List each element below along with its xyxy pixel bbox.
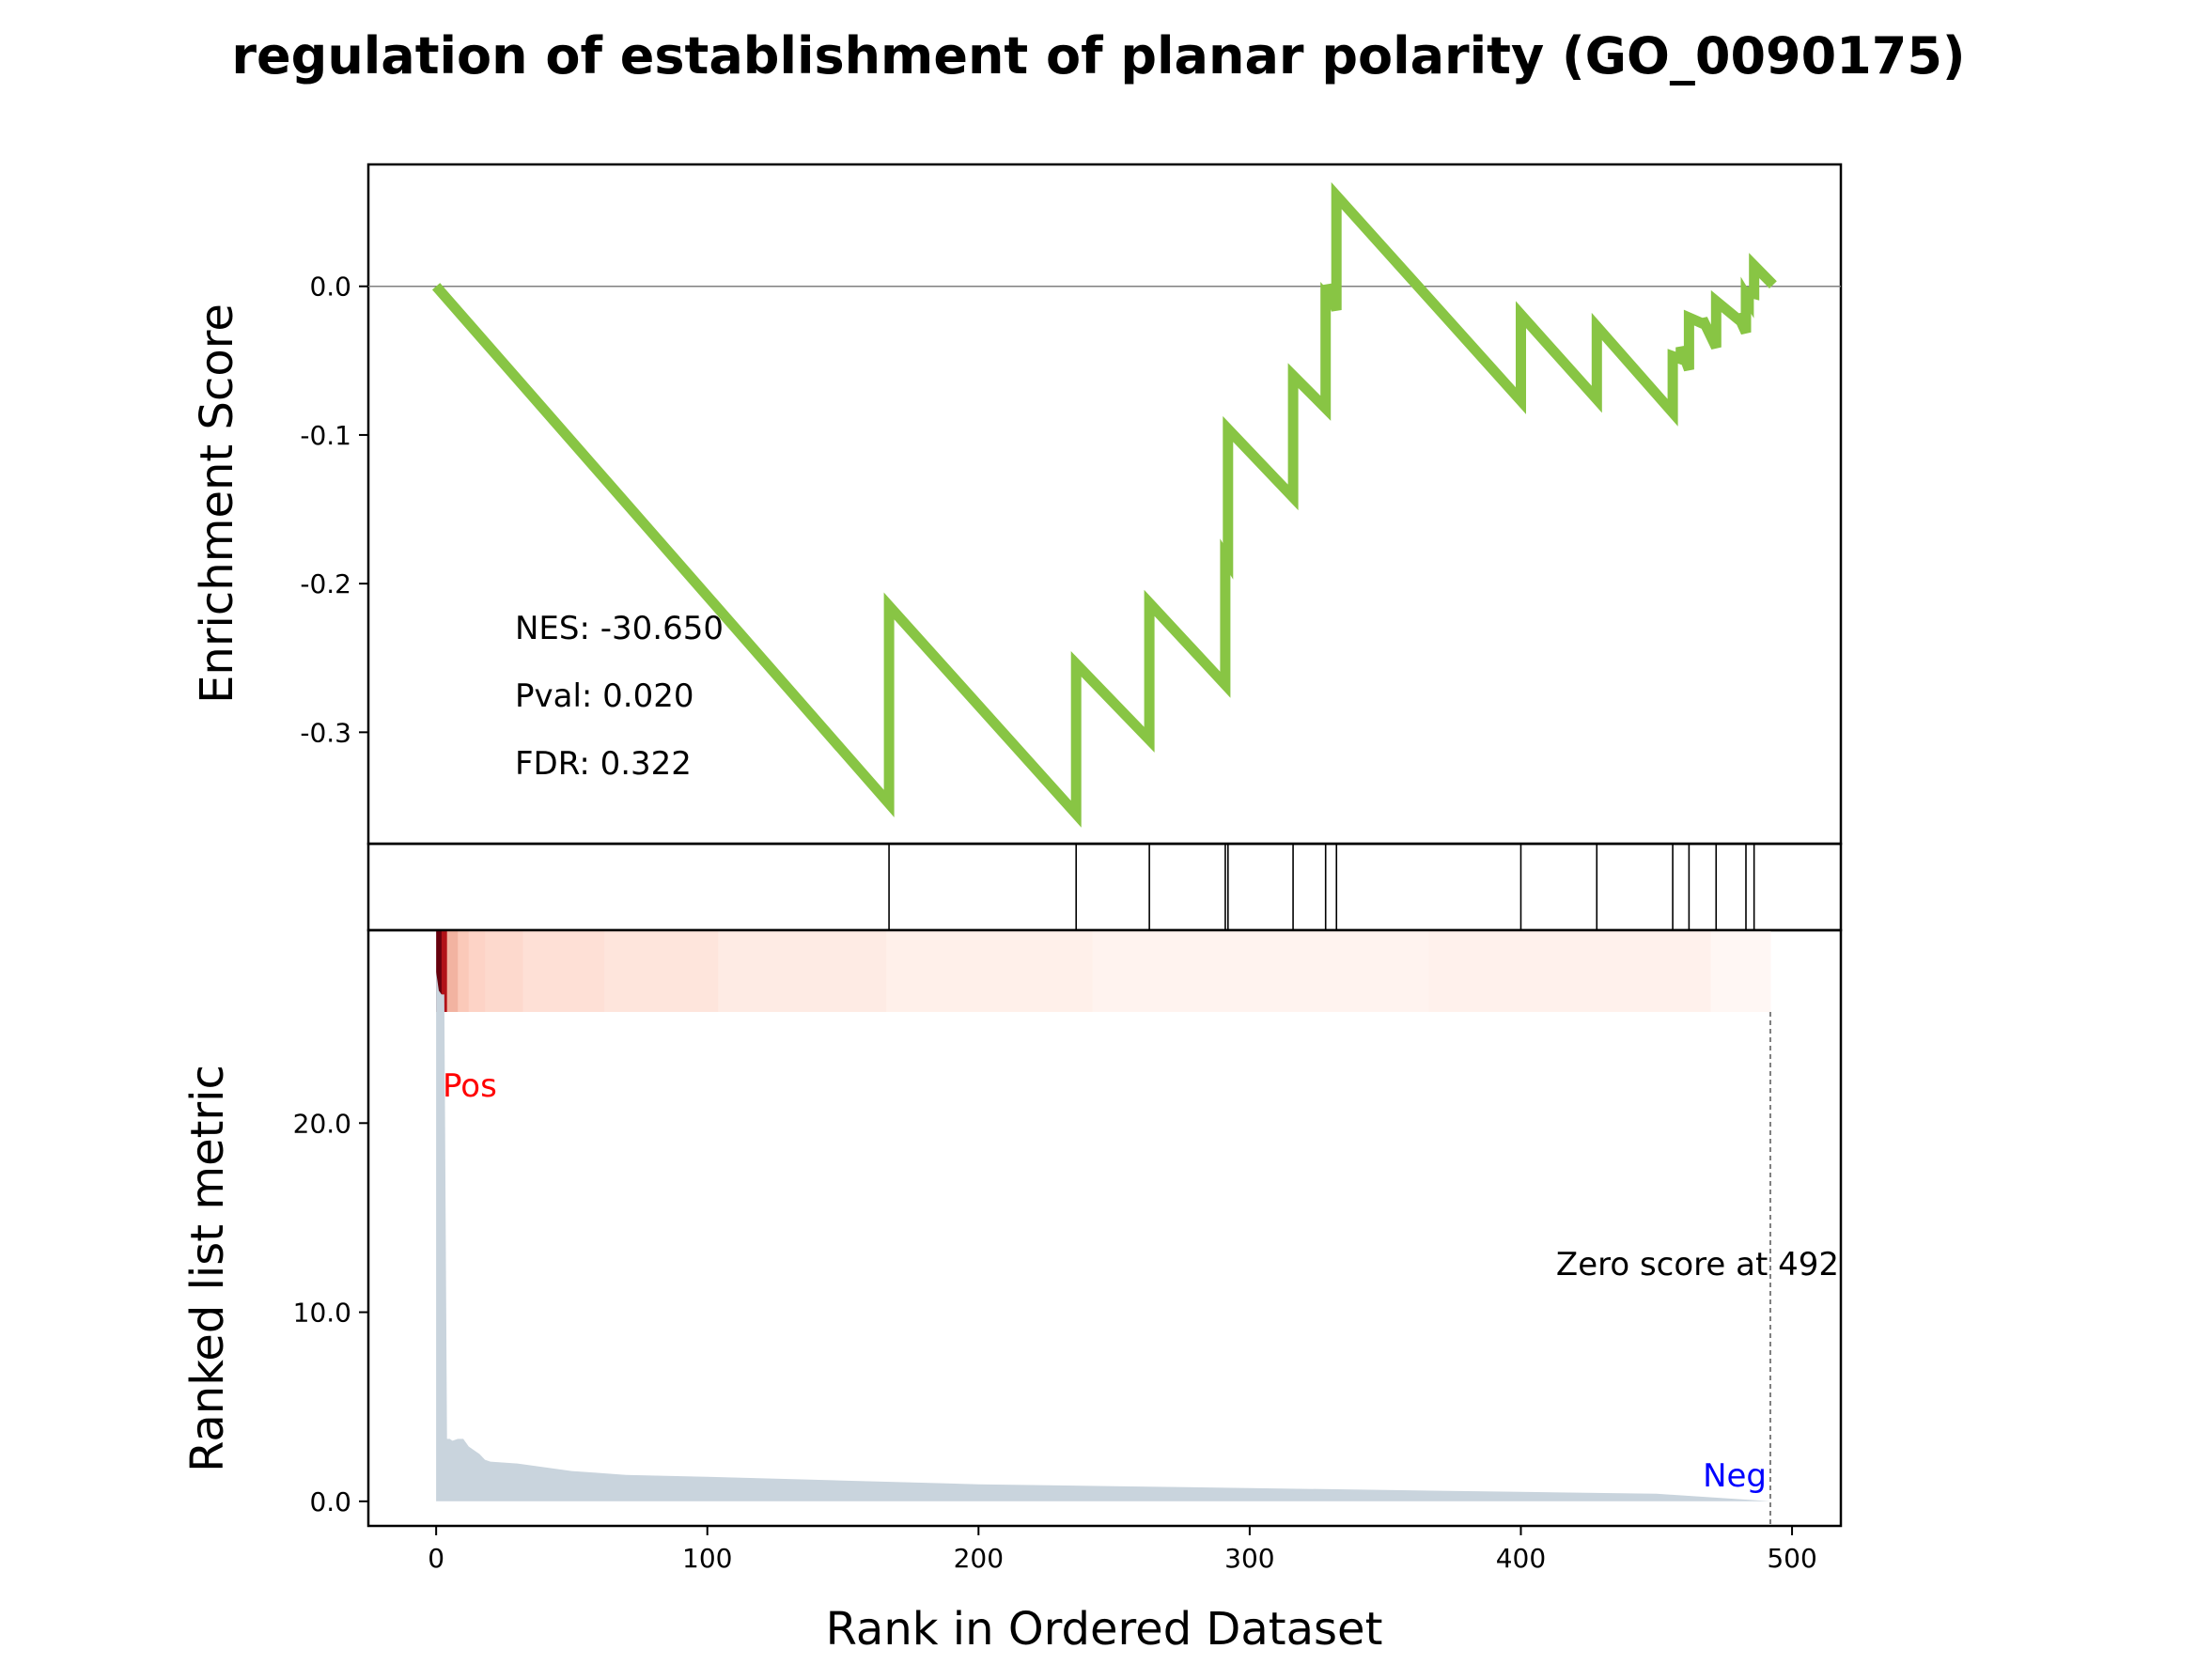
nes-label: NES: -30.650 bbox=[515, 610, 724, 647]
heatmap-cell bbox=[1710, 930, 1771, 1012]
x-axis: 0 100 200 300 400 500 bbox=[428, 1526, 1817, 1574]
hits-panel bbox=[366, 842, 1843, 932]
heatmap-cell bbox=[718, 930, 887, 1012]
heatmap-cell bbox=[485, 930, 523, 1012]
es-y-axis: 0.0 -0.1 -0.2 -0.3 bbox=[300, 272, 368, 748]
fdr-label: FDR: 0.322 bbox=[515, 745, 692, 783]
heatmap-cell bbox=[1428, 930, 1711, 1012]
ranked-metric-panel: 0.0 10.0 20.0 Pos Neg Zero score at 492 Ra… bbox=[181, 928, 1843, 1528]
x-tick-label: 100 bbox=[682, 1543, 732, 1574]
x-tick-label: 500 bbox=[1767, 1543, 1816, 1574]
metric-panel-frame bbox=[366, 928, 1843, 1528]
chart-title: regulation of establishment of planar po… bbox=[231, 26, 1965, 86]
heatmap-cell bbox=[458, 930, 470, 1012]
heatmap-cell bbox=[604, 930, 719, 1012]
pos-label: Pos bbox=[443, 1067, 497, 1105]
hits-panel-frame bbox=[366, 842, 1843, 932]
pval-label: Pval: 0.020 bbox=[515, 677, 694, 715]
heatmap-cell bbox=[436, 930, 443, 1012]
x-tick-label: 400 bbox=[1496, 1543, 1546, 1574]
es-y-tick-label: -0.3 bbox=[300, 717, 351, 748]
metric-y-axis: 0.0 10.0 20.0 bbox=[293, 1108, 368, 1517]
neg-label: Neg bbox=[1703, 1457, 1767, 1495]
es-panel-frame bbox=[366, 163, 1843, 846]
x-tick-label: 200 bbox=[954, 1543, 1004, 1574]
es-series-line bbox=[431, 181, 1777, 828]
x-axis-title: Rank in Ordered Dataset bbox=[826, 1603, 1383, 1656]
ranked-metric-area bbox=[436, 972, 1771, 1501]
metric-y-tick-label: 0.0 bbox=[309, 1486, 351, 1517]
heatmap-cell bbox=[1092, 930, 1429, 1012]
heatmap-cell bbox=[441, 930, 448, 1012]
zero-score-label: Zero score at 492 bbox=[1556, 1246, 1839, 1283]
heatmap-cell bbox=[446, 930, 459, 1012]
metric-y-tick-label: 10.0 bbox=[293, 1298, 351, 1329]
es-y-tick-label: 0.0 bbox=[309, 272, 351, 303]
rank-heatmap bbox=[436, 930, 1771, 1012]
enrichment-score-panel: 0.0 -0.1 -0.2 -0.3 NES: -30.650 Pval: 0.020… bbox=[191, 163, 1843, 846]
heatmap-cell bbox=[886, 930, 1094, 1012]
metric-y-axis-title: Ranked list metric bbox=[181, 1065, 234, 1472]
x-tick-label: 0 bbox=[428, 1543, 444, 1574]
heatmap-cell bbox=[522, 930, 605, 1012]
x-tick-label: 300 bbox=[1224, 1543, 1274, 1574]
hit-lines bbox=[888, 844, 1755, 930]
heatmap-cell bbox=[468, 930, 486, 1012]
metric-y-tick-label: 20.0 bbox=[293, 1108, 351, 1139]
es-y-tick-label: -0.2 bbox=[300, 568, 351, 599]
es-y-tick-label: -0.1 bbox=[300, 420, 351, 451]
es-y-axis-title: Enrichment Score bbox=[191, 303, 243, 704]
